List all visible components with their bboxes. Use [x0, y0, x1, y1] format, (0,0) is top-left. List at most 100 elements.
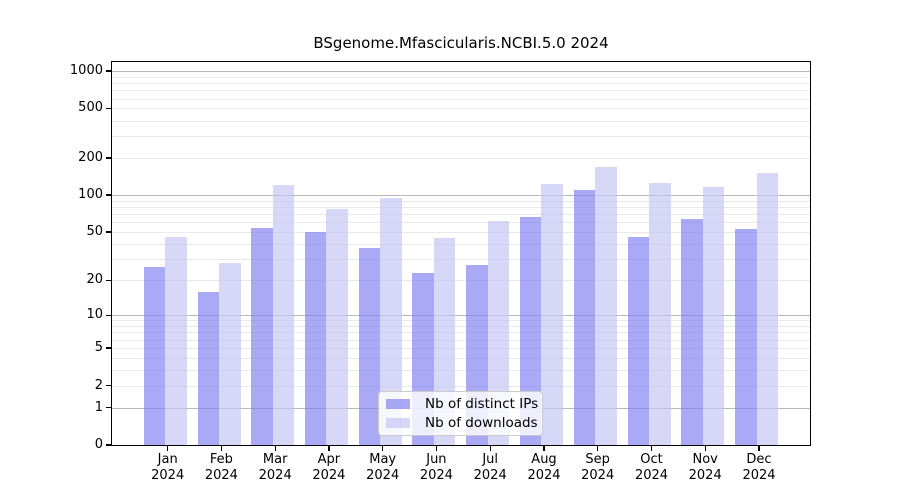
- month-name: Dec: [746, 452, 772, 467]
- gridline-major: [112, 71, 810, 72]
- bar-downloads-mar: [272, 184, 295, 445]
- legend: Nb of distinct IPs Nb of downloads: [378, 391, 543, 436]
- legend-swatch-distinct-ips-icon: [386, 399, 410, 410]
- month-name: Jun: [426, 452, 447, 467]
- month-year: 2024: [527, 467, 561, 483]
- x-tick: [274, 445, 276, 451]
- x-tick: [382, 445, 384, 451]
- bar-downloads-may: [380, 197, 402, 445]
- bar-distinct-ips-dec: [735, 229, 757, 445]
- bar-downloads-jan: [165, 236, 187, 445]
- gridline-minor: [112, 357, 810, 359]
- gridline-minor: [112, 339, 810, 341]
- month-year: 2024: [366, 467, 400, 483]
- x-month-label: Aug 2024: [512, 452, 576, 483]
- plot-area: [111, 61, 811, 446]
- gridline-minor: [112, 232, 810, 234]
- month-year: 2024: [473, 467, 507, 483]
- bar-distinct-ips-feb: [197, 291, 219, 445]
- gridline-minor: [112, 83, 810, 84]
- x-tick: [220, 445, 223, 451]
- y-tick-label: 100: [78, 187, 103, 203]
- x-month-label: Nov 2024: [673, 452, 737, 483]
- y-tick-label: 50: [86, 224, 103, 240]
- gridline-minor: [112, 157, 810, 159]
- gridline-minor: [112, 120, 810, 122]
- bar-downloads-jul: [487, 220, 510, 445]
- gridline-minor: [112, 108, 810, 110]
- chart-title: BSgenome.Mfascicularis.NCBI.5.0 2024: [313, 34, 609, 52]
- y-tick-label: 200: [78, 149, 103, 165]
- x-month-label: Jun 2024: [404, 452, 468, 483]
- x-month-label: Feb 2024: [189, 452, 253, 483]
- y-tick-label: 2: [94, 377, 103, 393]
- x-tick: [328, 445, 330, 451]
- y-tick: [105, 314, 112, 316]
- x-tick: [435, 445, 438, 451]
- gridline-minor: [112, 320, 810, 322]
- gridline-minor: [112, 98, 810, 100]
- y-tick: [105, 406, 112, 409]
- y-tick-label: 0: [94, 437, 103, 452]
- month-year: 2024: [204, 467, 238, 483]
- y-tick: [105, 194, 112, 196]
- bar-downloads-apr: [326, 209, 348, 445]
- y-tick: [105, 384, 112, 387]
- x-month-label: Oct 2024: [620, 452, 684, 483]
- gridline-minor: [112, 332, 810, 334]
- x-month-label: Jan 2024: [136, 452, 200, 483]
- month-year: 2024: [419, 467, 453, 483]
- month-name: Sep: [585, 452, 610, 467]
- month-name: Jul: [482, 452, 499, 467]
- bar-downloads-nov: [702, 187, 725, 445]
- month-year: 2024: [581, 467, 615, 483]
- x-tick: [489, 445, 491, 451]
- x-tick: [704, 445, 706, 451]
- y-tick-label: 1: [94, 399, 103, 415]
- month-name: May: [369, 452, 397, 467]
- y-tick: [105, 157, 112, 159]
- x-tick: [167, 445, 169, 451]
- month-year: 2024: [312, 467, 346, 483]
- y-tick-label: 10: [86, 307, 103, 323]
- y-tick-label: 500: [78, 100, 103, 116]
- bar-downloads-sep: [595, 166, 617, 445]
- gridline-major: [112, 315, 810, 317]
- x-month-label: Dec 2024: [727, 452, 791, 483]
- bar-distinct-ips-sep: [573, 189, 596, 445]
- month-year: 2024: [151, 467, 185, 483]
- gridline-major: [112, 195, 810, 197]
- x-tick: [543, 445, 545, 451]
- month-name: Feb: [209, 452, 233, 467]
- bar-distinct-ips-mar: [251, 228, 273, 445]
- month-name: Apr: [317, 452, 341, 467]
- y-tick-label: 5: [94, 340, 103, 355]
- month-name: Oct: [640, 452, 663, 467]
- y-tick: [105, 107, 112, 110]
- gridline-minor: [112, 214, 810, 216]
- gridline-minor: [112, 90, 810, 92]
- x-month-label: Sep 2024: [566, 452, 630, 483]
- gridline-minor: [112, 76, 810, 78]
- month-name: Aug: [531, 452, 557, 467]
- gridline-minor: [112, 207, 810, 209]
- x-month-label: Mar 2024: [243, 452, 307, 483]
- gridline-minor: [112, 369, 810, 371]
- month-name: Jan: [157, 452, 178, 467]
- x-tick: [597, 445, 599, 451]
- y-tick: [105, 347, 112, 349]
- legend-row-downloads: Nb of downloads: [386, 415, 538, 431]
- month-year: 2024: [688, 467, 722, 483]
- legend-row-distinct-ips: Nb of distinct IPs: [386, 396, 538, 412]
- gridline-minor: [112, 326, 810, 327]
- x-tick: [650, 445, 653, 451]
- y-tick-label: 20: [86, 272, 103, 288]
- y-tick: [105, 444, 112, 446]
- x-month-label: May 2024: [351, 452, 415, 483]
- bar-distinct-ips-apr: [304, 232, 327, 445]
- x-tick: [758, 445, 760, 451]
- x-month-label: Apr 2024: [297, 452, 361, 483]
- bar-distinct-ips-may: [358, 248, 381, 445]
- bar-downloads-aug: [541, 183, 563, 445]
- gridline-minor: [112, 385, 810, 387]
